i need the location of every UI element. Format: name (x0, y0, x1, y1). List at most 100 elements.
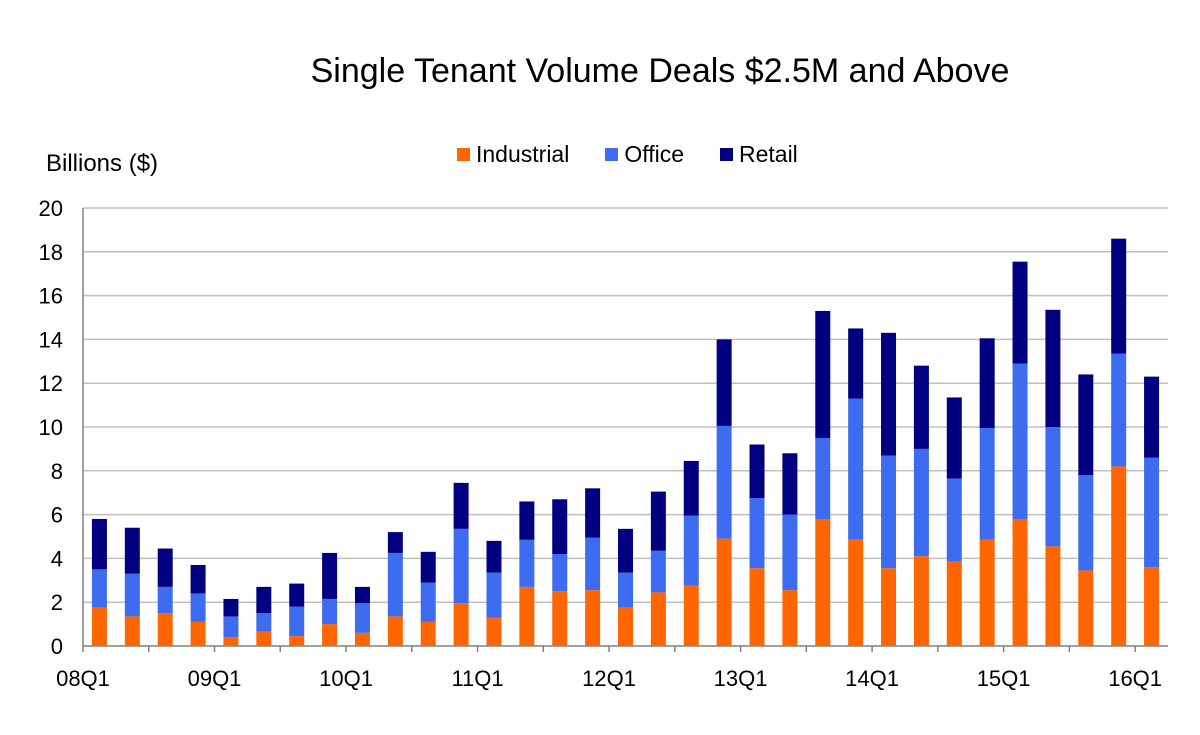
bar-industrial-14q3 (946, 561, 962, 646)
bar-retail-14q2 (913, 365, 929, 449)
bar-office-14q3 (946, 478, 962, 562)
legend-label-retail: Retail (738, 140, 798, 167)
bar-office-15q1 (1012, 363, 1028, 519)
bar-retail-13q4 (848, 328, 864, 399)
x-tick-label: 12Q1 (582, 666, 636, 691)
bar-industrial-08q2 (124, 616, 140, 646)
bar-office-13q4 (848, 398, 864, 540)
legend-swatch-industrial (457, 147, 470, 161)
legend-swatch-retail (719, 147, 733, 161)
bar-industrial-15q2 (1045, 546, 1061, 646)
bar-industrial-11q3 (552, 591, 568, 646)
bar-industrial-14q2 (913, 556, 929, 646)
bar-industrial-12q2 (650, 592, 666, 646)
bar-industrial-12q4 (716, 538, 732, 646)
y-tick-label: 20 (39, 196, 63, 221)
bar-industrial-08q4 (190, 621, 206, 646)
bar-office-12q3 (683, 515, 699, 586)
bar-industrial-13q4 (848, 539, 864, 646)
bar-retail-14q1 (881, 332, 897, 456)
bar-retail-10q4 (453, 482, 469, 529)
bar-industrial-12q1 (618, 607, 633, 646)
y-tick-label: 4 (51, 546, 63, 571)
legend-item-industrial: Industrial (457, 141, 569, 168)
bar-industrial-13q1 (749, 568, 765, 646)
bar-retail-08q4 (190, 564, 206, 594)
bar-retail-12q3 (683, 460, 699, 516)
bar-office-15q2 (1045, 427, 1061, 547)
bar-industrial-11q4 (585, 590, 601, 646)
bar-office-14q4 (979, 428, 995, 540)
bar-retail-09q3 (289, 583, 305, 607)
bar-retail-13q2 (782, 453, 798, 515)
bar-industrial-11q2 (519, 586, 535, 646)
y-tick-label: 16 (39, 284, 63, 309)
bar-industrial-12q3 (683, 585, 699, 646)
bar-industrial-16q1 (1144, 567, 1160, 646)
bar-retail-10q2 (387, 532, 403, 553)
bar-office-08q1 (91, 569, 107, 608)
bar-retail-16q1 (1144, 376, 1160, 458)
bar-retail-14q3 (946, 397, 962, 479)
bar-office-09q3 (289, 606, 305, 637)
y-tick-label: 8 (51, 459, 63, 484)
bar-industrial-13q3 (815, 518, 831, 646)
y-tick-label: 2 (51, 590, 63, 615)
legend: Industrial Office Retail (457, 140, 834, 168)
bar-industrial-15q4 (1111, 466, 1127, 646)
y-tick-label: 18 (39, 240, 63, 265)
y-axis-label: Billions ($) (46, 150, 159, 177)
bar-office-14q2 (913, 448, 929, 557)
bar-office-10q1 (354, 603, 370, 633)
bar-industrial-14q4 (979, 539, 995, 646)
bar-industrial-15q1 (1012, 518, 1028, 646)
x-tick-label: 14Q1 (845, 666, 899, 691)
y-tick-label: 0 (51, 634, 63, 659)
bar-retail-15q1 (1012, 261, 1028, 364)
bar-retail-15q2 (1045, 309, 1061, 427)
bar-office-12q1 (618, 572, 633, 608)
legend-label-industrial: Industrial (476, 140, 570, 167)
bar-retail-11q3 (552, 499, 568, 555)
y-tick-label: 12 (39, 371, 63, 396)
bar-industrial-10q2 (387, 616, 403, 646)
x-tick-label: 15Q1 (977, 666, 1031, 691)
bar-office-11q2 (519, 539, 535, 587)
bar-office-13q2 (782, 514, 798, 591)
bar-retail-10q3 (420, 551, 436, 583)
bar-industrial-13q2 (782, 590, 798, 646)
bar-office-13q3 (815, 437, 831, 519)
bar-industrial-11q1 (486, 617, 502, 646)
bar-retail-15q4 (1111, 238, 1127, 354)
bar-retail-10q1 (354, 586, 370, 604)
x-tick-label: 08Q1 (56, 666, 110, 691)
bar-office-14q1 (881, 455, 897, 569)
bar-industrial-09q3 (289, 636, 305, 646)
chart-title: Single Tenant Volume Deals $2.5M and Abo… (310, 52, 1010, 90)
bar-office-09q4 (322, 598, 338, 625)
legend-label-office: Office (624, 140, 684, 167)
bar-industrial-09q2 (256, 631, 272, 646)
bar-industrial-09q4 (322, 624, 338, 646)
x-tick-label: 13Q1 (714, 666, 768, 691)
bar-retail-12q4 (716, 339, 732, 426)
bar-retail-09q2 (256, 586, 272, 614)
y-tick-label: 6 (51, 503, 63, 528)
bar-industrial-15q3 (1078, 570, 1094, 646)
bar-retail-08q3 (157, 548, 173, 587)
bar-office-10q2 (387, 552, 403, 617)
bar-office-16q1 (1144, 457, 1160, 568)
bar-industrial-09q1 (223, 637, 239, 646)
bar-industrial-10q4 (453, 603, 469, 646)
bar-office-15q3 (1078, 475, 1094, 571)
bar-retail-08q1 (91, 518, 107, 570)
bar-retail-15q3 (1078, 374, 1094, 476)
bar-industrial-14q1 (881, 568, 897, 646)
bar-office-08q4 (190, 593, 206, 622)
bar-retail-09q4 (322, 552, 338, 599)
legend-item-office: Office (605, 141, 684, 168)
bar-industrial-10q3 (420, 621, 436, 646)
bar-retail-09q1 (223, 598, 239, 617)
bar-retail-12q1 (618, 528, 633, 573)
